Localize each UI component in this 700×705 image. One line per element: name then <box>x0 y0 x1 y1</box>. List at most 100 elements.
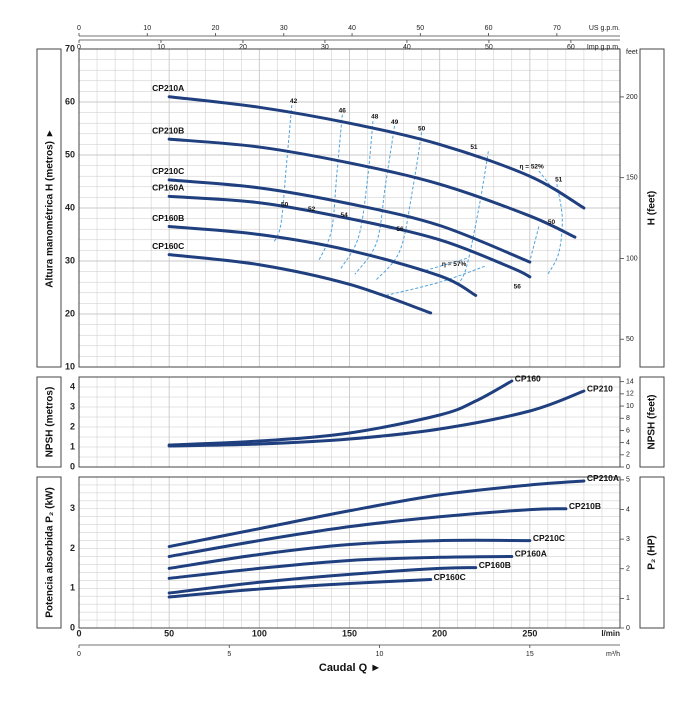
efficiency-line <box>376 132 423 280</box>
imp-gpm-tick-label: 30 <box>321 44 329 51</box>
npsh-ytick-label: 0 <box>70 461 75 471</box>
efficiency-label: 54 <box>340 212 348 219</box>
power-curve-label: CP210A <box>587 473 619 483</box>
imp-gpm-tick-label: 10 <box>157 44 165 51</box>
head-curve-cp210a <box>167 95 586 210</box>
head-ytick-label: 70 <box>65 43 75 53</box>
x-tick-label: 0 <box>76 628 81 638</box>
efficiency-line <box>340 121 374 270</box>
head-ytick-label: 30 <box>65 255 75 265</box>
efficiency-label: 49 <box>391 119 399 126</box>
head-ytick-label: 40 <box>65 202 75 212</box>
imp-gpm-axis-label: Imp g.p.m. <box>587 44 620 51</box>
head-feet-tick-label: 200 <box>626 94 638 101</box>
npsh-ytick-label: 2 <box>70 421 75 431</box>
npsh-ylabel-right: NPSH (feet) <box>647 394 658 449</box>
efficiency-label: 48 <box>371 114 379 121</box>
m3h-tick-label: 0 <box>77 651 81 658</box>
head-feet-tick-label: 50 <box>626 336 634 343</box>
npsh-right-label-box <box>639 376 665 468</box>
head-curve-label: CP210C <box>152 166 184 176</box>
us-gpm-tick-label: 20 <box>212 25 220 32</box>
power-curve-cp210c <box>167 538 532 570</box>
efficiency-label: 51 <box>555 177 563 184</box>
us-gpm-tick-label: 0 <box>77 25 81 32</box>
imp-gpm-tick-label: 0 <box>77 44 81 51</box>
efficiency-label: 50 <box>418 126 426 133</box>
x-tick-label: 150 <box>342 628 357 638</box>
power-ylabel: Potencia absorbida P₂ (kW) <box>45 487 56 618</box>
efficiency-label: 56 <box>514 284 522 291</box>
npsh-curve-label: CP210 <box>587 383 613 393</box>
x-tick-label: 200 <box>432 628 447 638</box>
power-curve-label: CP210B <box>569 501 601 511</box>
power-hp-tick-label: 5 <box>626 477 630 484</box>
power-curve-label: CP160A <box>515 549 547 559</box>
m3h-tick-label: 15 <box>526 651 534 658</box>
power-hp-tick-label: 0 <box>626 625 630 632</box>
x-unit-label: l/min <box>601 629 620 638</box>
efficiency-label: 56 <box>396 226 404 233</box>
power-curve-cp210b <box>167 507 568 558</box>
power-right-label-box <box>639 476 665 629</box>
head-curve-label: CP160C <box>152 241 184 251</box>
npsh-curve-label: CP160 <box>515 373 541 383</box>
efficiency-line <box>529 226 540 262</box>
head-feet-tick-label: 100 <box>626 255 638 262</box>
npsh-feet-tick-label: 12 <box>626 391 634 398</box>
power-ytick-label: 3 <box>70 503 75 513</box>
power-panel-frame <box>78 476 621 629</box>
efficiency-label: 51 <box>470 144 478 151</box>
npsh-feet-tick-label: 14 <box>626 378 634 385</box>
power-curve-cp210a <box>167 479 586 549</box>
efficiency-label: 42 <box>290 98 298 105</box>
power-ytick-label: 1 <box>70 583 75 593</box>
efficiency-label: 50 <box>281 202 289 209</box>
efficiency-line <box>318 114 343 261</box>
head-ytick-label: 10 <box>65 361 75 371</box>
us-gpm-tick-label: 30 <box>280 25 288 32</box>
head-left-label-box <box>36 48 62 368</box>
power-curve-label: CP160B <box>479 560 511 570</box>
efficiency-line <box>547 184 563 275</box>
npsh-curve-cp160 <box>167 379 514 447</box>
head-curve-cp160b <box>167 225 478 297</box>
x-tick-label: 100 <box>252 628 267 638</box>
efficiency-line <box>354 125 396 275</box>
us-gpm-tick-label: 70 <box>553 25 561 32</box>
head-ylabel: Altura manométrica H (metros) ► <box>45 128 56 287</box>
npsh-feet-tick-label: 2 <box>626 452 630 459</box>
npsh-feet-tick-label: 6 <box>626 427 630 434</box>
efficiency-line <box>421 257 467 273</box>
head-curve-label: CP160B <box>152 213 184 223</box>
power-hp-tick-label: 4 <box>626 506 630 513</box>
npsh-ytick-label: 3 <box>70 401 75 411</box>
efficiency-label: 50 <box>548 219 556 226</box>
m3h-tick-label: 10 <box>376 651 384 658</box>
head-right-label-box <box>639 48 665 368</box>
imp-gpm-tick-label: 20 <box>239 44 247 51</box>
npsh-ylabel: NPSH (metros) <box>45 387 56 458</box>
head-ylabel-right: H (feet) <box>647 191 658 225</box>
head-feet-unit: feet <box>626 49 638 56</box>
head-curve-cp160a <box>167 194 532 279</box>
head-curve-cp160c <box>167 253 433 315</box>
head-panel-frame <box>78 48 621 368</box>
efficiency-label: 46 <box>339 108 347 115</box>
power-curve-label: CP160C <box>434 572 466 582</box>
efficiency-line <box>457 151 489 286</box>
power-curve-label: CP210C <box>533 533 565 543</box>
us-gpm-tick-label: 10 <box>143 25 151 32</box>
imp-gpm-tick-label: 60 <box>567 44 575 51</box>
x-tick-label: 250 <box>522 628 537 638</box>
npsh-feet-tick-label: 4 <box>626 439 630 446</box>
head-curve-cp210b <box>167 137 577 239</box>
head-curve-cp210c <box>167 178 532 264</box>
efficiency-label: η = 52% <box>519 163 544 170</box>
npsh-feet-tick-label: 8 <box>626 415 630 422</box>
us-gpm-tick-label: 60 <box>485 25 493 32</box>
efficiency-label: η = 57% <box>442 261 467 268</box>
x-tick-label: 50 <box>164 628 174 638</box>
